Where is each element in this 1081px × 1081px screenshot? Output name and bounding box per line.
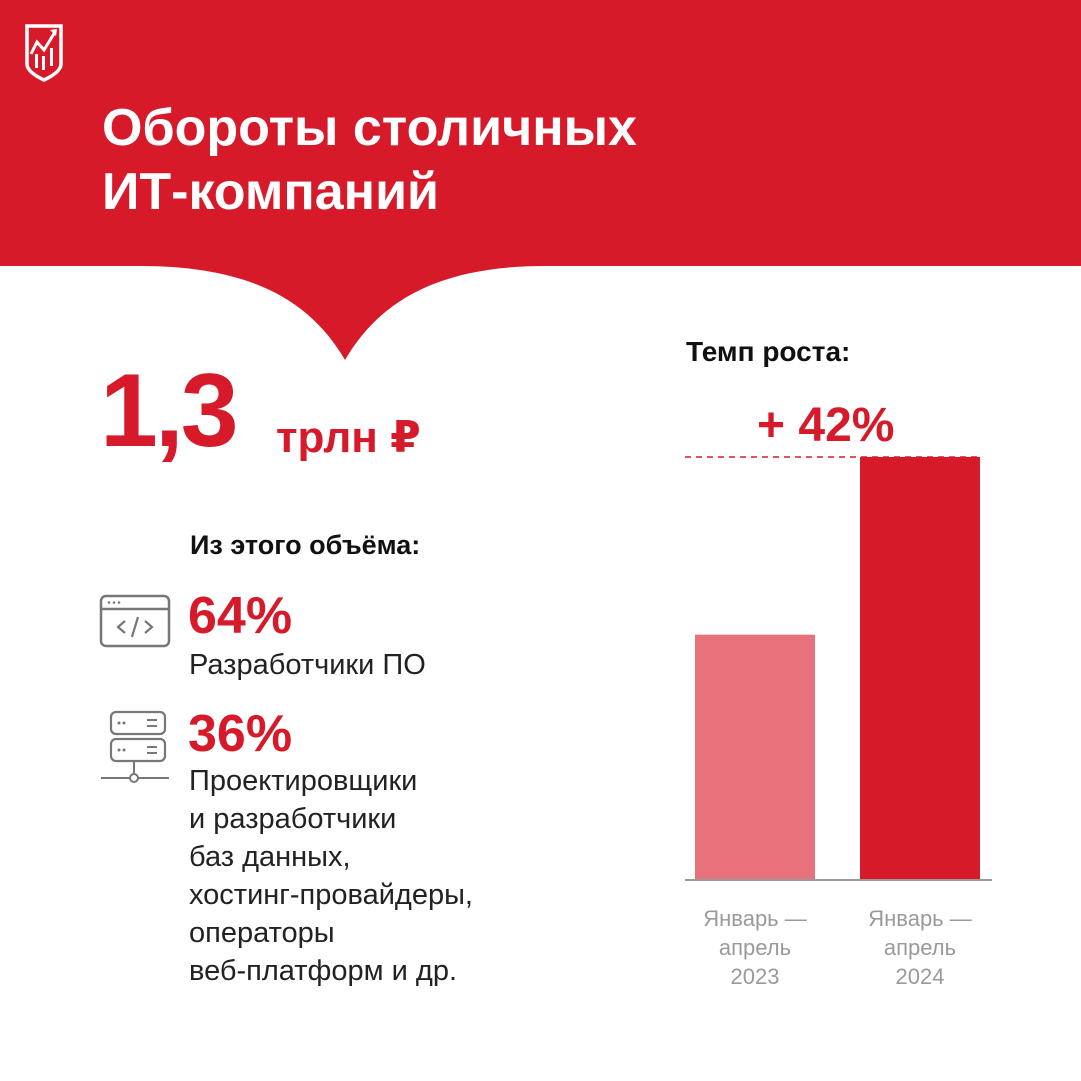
tick-label: Январь — bbox=[868, 906, 972, 931]
chart-title: Темп роста: bbox=[686, 336, 851, 367]
total-unit: трлн ₽ bbox=[276, 413, 421, 462]
label-software: Разработчики ПО bbox=[189, 649, 426, 681]
label-databases: Проектировщики и разработчики баз данных… bbox=[189, 762, 473, 990]
desc-line: и разработчики bbox=[189, 803, 397, 835]
percent-software: 64% bbox=[188, 587, 293, 645]
title-line-1: Обороты столичных bbox=[102, 99, 637, 157]
server-icon bbox=[101, 710, 169, 783]
growth-annotation: + 42% bbox=[757, 399, 895, 452]
desc-line: Проектировщики bbox=[189, 765, 418, 797]
page-title: Обороты столичных ИТ-компаний bbox=[102, 96, 637, 224]
tick-label: апрель bbox=[883, 935, 957, 960]
x-label-2024: Январь — апрель 2024 bbox=[850, 904, 990, 991]
logo-icon bbox=[25, 24, 63, 82]
desc-line: операторы bbox=[189, 917, 335, 949]
tick-label: апрель bbox=[718, 935, 792, 960]
title-line-2: ИТ-компаний bbox=[102, 163, 440, 221]
tick-label: 2023 bbox=[730, 964, 780, 989]
bar-1 bbox=[860, 457, 980, 880]
percent-databases: 36% bbox=[188, 705, 293, 763]
total-value: 1,3 bbox=[100, 353, 239, 469]
desc-line: хостинг-провайдеры, bbox=[189, 879, 473, 911]
bar-0 bbox=[695, 634, 815, 880]
breakdown-heading: Из этого объёма: bbox=[190, 530, 421, 560]
code-window-icon bbox=[99, 594, 171, 648]
x-label-2023: Январь — апрель 2023 bbox=[685, 904, 825, 991]
desc-line: веб-платформ и др. bbox=[189, 955, 458, 987]
desc-line: баз данных, bbox=[189, 841, 351, 873]
tick-label: 2024 bbox=[895, 964, 945, 989]
tick-label: Январь — bbox=[703, 906, 807, 931]
